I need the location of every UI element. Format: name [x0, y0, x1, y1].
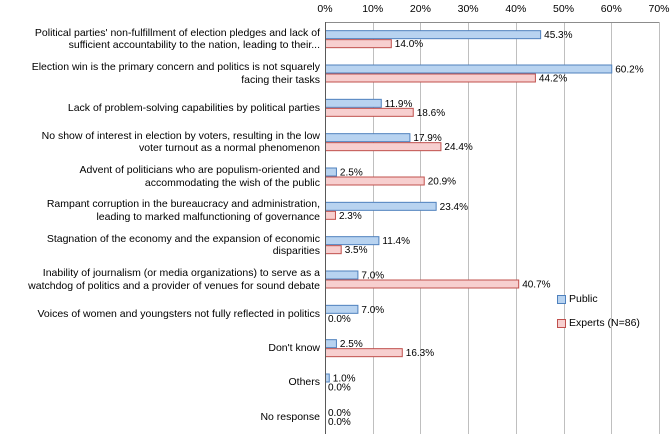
value-label-experts: 0.0% — [328, 383, 351, 394]
value-label-experts: 0.0% — [328, 417, 351, 428]
value-label-experts: 44.2% — [539, 74, 567, 85]
bar-public — [325, 304, 359, 314]
category-label-line: Don't know — [268, 341, 320, 354]
category-label: Lack of problem-solving capabilities by … — [2, 102, 320, 115]
category-label-line: Inability of journalism (or media organi… — [42, 267, 320, 279]
category-label-line: Advent of politicians who are populism-o… — [79, 164, 320, 176]
category-label-line: disparities — [272, 245, 320, 258]
value-label-public: 2.5% — [340, 339, 363, 350]
category-label: Don't know — [2, 342, 320, 355]
category-label: Voices of women and youngsters not fully… — [2, 307, 321, 321]
value-label-public: 23.4% — [440, 202, 468, 213]
bar-experts — [325, 279, 520, 289]
value-label-public: 7.0% — [361, 305, 384, 316]
value-label-experts: 18.6% — [417, 108, 445, 119]
category-label-line: voter turnout as a normal phenomenon — [139, 142, 320, 155]
value-label-experts: 0.0% — [328, 314, 351, 325]
value-label-public: 45.3% — [544, 30, 572, 41]
bar-public — [325, 201, 437, 211]
category-label: Others — [2, 376, 320, 389]
bar-public — [325, 339, 337, 349]
bar-experts — [325, 39, 392, 49]
value-label-public: 7.0% — [361, 271, 384, 282]
bar-public — [325, 30, 542, 40]
category-label-line: Stagnation of the economy and the expans… — [46, 232, 320, 245]
legend-swatch-public — [557, 295, 566, 304]
bar-experts — [325, 107, 414, 117]
category-label: Political parties' non-fulfillment of el… — [2, 27, 320, 52]
legend-swatch-experts — [557, 319, 566, 328]
value-label-public: 60.2% — [615, 65, 643, 76]
category-label: Rampant corruption in the bureaucracy an… — [2, 198, 320, 223]
value-label-experts: 14.0% — [395, 39, 423, 50]
category-label: No show of interest in election by voter… — [2, 130, 320, 155]
value-label-experts: 2.3% — [339, 211, 362, 222]
category-label-line: watchdog of politics and a provider of v… — [28, 279, 320, 292]
x-tick-label: 30% — [457, 3, 479, 15]
value-label-experts: 3.5% — [345, 245, 368, 256]
category-label-line: accommodating the wish of the public — [144, 176, 320, 189]
x-tick-label: 40% — [505, 3, 527, 15]
value-label-public: 1.0% — [333, 374, 356, 385]
bar-experts — [325, 73, 536, 83]
category-label-line: No show of interest in election by voter… — [41, 129, 320, 142]
category-label: Stagnation of the economy and the expans… — [2, 233, 320, 258]
bar-public — [325, 236, 380, 246]
x-tick-label: 10% — [362, 3, 384, 15]
category-label: Inability of journalism (or media organi… — [2, 267, 320, 292]
bar-experts — [325, 348, 403, 358]
value-label-experts: 40.7% — [522, 280, 550, 291]
bar-public — [325, 373, 330, 383]
bar-experts — [325, 176, 425, 186]
bar-public — [325, 133, 411, 143]
value-label-public: 2.5% — [340, 168, 363, 179]
value-label-experts: 20.9% — [428, 177, 456, 188]
category-label-line: Others — [288, 376, 320, 389]
value-label-experts: 24.4% — [444, 142, 472, 153]
category-label-line: Political parties' non-fulfillment of el… — [34, 26, 320, 39]
legend-label-experts: Experts (N=86) — [569, 317, 640, 329]
category-label-line: Lack of problem-solving capabilities by … — [67, 101, 320, 114]
value-label-public: 11.4% — [382, 236, 410, 247]
category-label-line: Election win is the primary concern and … — [31, 61, 320, 73]
category-label: No response — [2, 411, 320, 424]
category-label-line: sufficient accountability to the nation,… — [68, 39, 320, 52]
x-tick-label: 20% — [409, 3, 431, 15]
category-label-line: facing their tasks — [241, 73, 320, 86]
category-label-line: Rampant corruption in the bureaucracy an… — [46, 198, 320, 211]
bar-experts — [325, 210, 336, 220]
x-tick-label: 60% — [600, 3, 622, 15]
bar-public — [325, 98, 382, 108]
bar-experts — [325, 245, 342, 255]
value-label-public: 17.9% — [413, 133, 441, 144]
bar-public — [325, 64, 613, 74]
x-tick-label: 0% — [317, 3, 333, 15]
category-label-line: Voices of women and youngsters not fully… — [37, 307, 321, 320]
category-label: Election win is the primary concern and … — [2, 61, 320, 86]
x-tick-label: 70% — [648, 3, 670, 15]
value-label-public: 11.9% — [385, 99, 413, 110]
category-label: Advent of politicians who are populism-o… — [2, 164, 320, 189]
value-label-public: 0.0% — [328, 408, 351, 419]
value-label-experts: 16.3% — [406, 348, 434, 359]
category-label-line: leading to marked malfunctioning of gove… — [96, 210, 320, 223]
bar-public — [325, 167, 337, 177]
bar-experts — [325, 142, 442, 152]
legend-label-public: Public — [569, 293, 598, 305]
bar-public — [325, 270, 359, 280]
category-label-line: No response — [260, 410, 320, 423]
x-tick-label: 50% — [553, 3, 575, 15]
